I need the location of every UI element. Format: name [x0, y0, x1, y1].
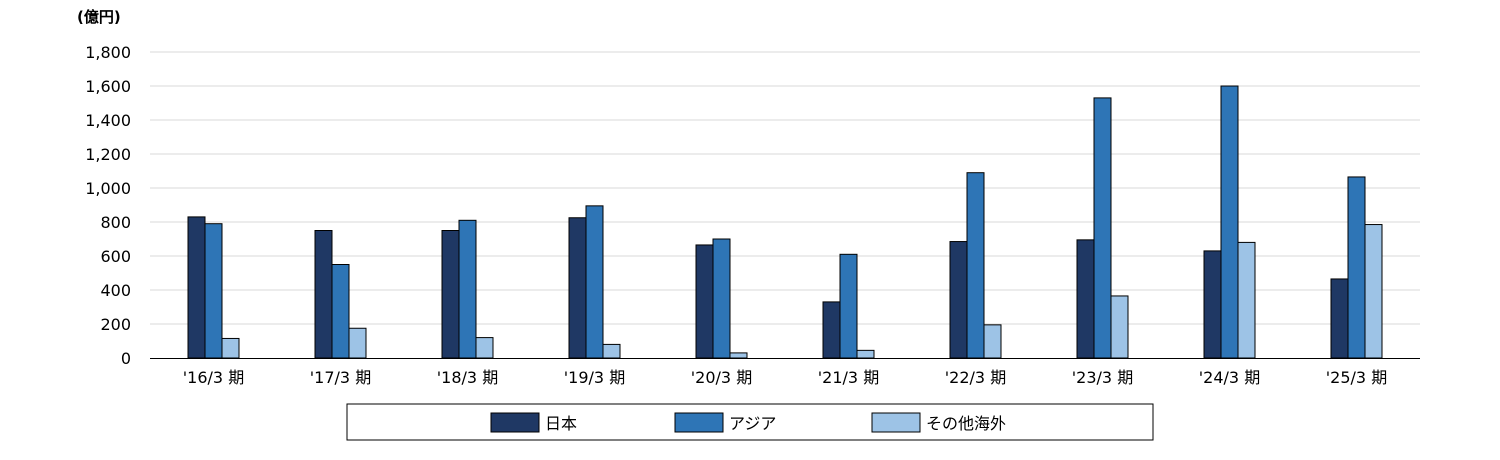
bar-3-7 — [983, 324, 1002, 359]
legend-box — [346, 403, 1154, 441]
bar-1-4 — [568, 217, 587, 359]
y-tick-label: 0 — [121, 349, 131, 368]
x-tick-label: '25/3 期 — [1326, 368, 1387, 387]
bar-1-1 — [187, 216, 206, 359]
legend-label: その他海外 — [926, 414, 1006, 433]
legend-label: 日本 — [545, 414, 577, 433]
x-tick-label: '20/3 期 — [691, 368, 752, 387]
bar-2-1 — [204, 223, 223, 359]
x-tick-label: '17/3 期 — [310, 368, 371, 387]
x-tick-label: '18/3 期 — [437, 368, 498, 387]
bar-3-1 — [221, 337, 240, 359]
bar-2-6 — [839, 253, 858, 359]
x-tick-label: '16/3 期 — [183, 368, 244, 387]
bar-2-3 — [458, 219, 477, 359]
y-axis-ticks: 0 200 400 600 800 1,000 1,200 1,400 1,600 1,800 — [85, 43, 131, 368]
bar-3-9 — [1237, 241, 1256, 359]
x-axis-labels: '16/3 期 '17/3 期 '18/3 期 '19/3 期 '20/3 期 '21/3… — [183, 368, 1387, 387]
y-tick-label: 400 — [100, 281, 131, 300]
y-tick-label: 800 — [100, 213, 131, 232]
legend: 日本 アジア その他海外 — [346, 403, 1154, 441]
unit-label: (億円) — [77, 8, 121, 26]
y-tick-label: 200 — [100, 315, 131, 334]
bar-3-8 — [1110, 295, 1129, 359]
legend-swatch — [871, 412, 921, 433]
bar-3-4 — [602, 343, 621, 359]
y-tick-label: 1,400 — [85, 111, 131, 130]
y-tick-label: 600 — [100, 247, 131, 266]
legend-label: アジア — [729, 414, 776, 433]
bar-1-5 — [695, 244, 714, 359]
legend-swatch — [490, 412, 540, 433]
bar-2-9 — [1220, 85, 1239, 359]
bar-1-3 — [441, 230, 460, 359]
x-tick-label: '22/3 期 — [945, 368, 1006, 387]
x-tick-label: '24/3 期 — [1199, 368, 1260, 387]
legend-swatch — [674, 412, 724, 433]
bar-3-5 — [729, 352, 748, 359]
bar-1-2 — [314, 230, 333, 359]
bar-2-8 — [1093, 97, 1112, 359]
bar-2-10 — [1347, 176, 1366, 359]
gridlines — [150, 51, 1420, 325]
bar-2-5 — [712, 238, 731, 359]
x-tick-label: '23/3 期 — [1072, 368, 1133, 387]
y-tick-label: 1,600 — [85, 77, 131, 96]
bar-2-4 — [585, 205, 604, 359]
bar-3-6 — [856, 349, 875, 359]
bar-2-7 — [966, 172, 985, 359]
x-tick-label: '19/3 期 — [564, 368, 625, 387]
bar-3-2 — [348, 327, 367, 359]
bar-1-10 — [1330, 278, 1349, 359]
y-tick-label: 1,000 — [85, 179, 131, 198]
bars — [187, 85, 1383, 359]
bar-1-8 — [1076, 239, 1095, 359]
bar-1-7 — [949, 241, 968, 359]
bar-2-2 — [331, 264, 350, 359]
bar-3-10 — [1364, 224, 1383, 359]
bar-1-9 — [1203, 250, 1222, 359]
y-tick-label: 1,800 — [85, 43, 131, 62]
y-tick-label: 1,200 — [85, 145, 131, 164]
x-tick-label: '21/3 期 — [818, 368, 879, 387]
bar-3-3 — [475, 337, 494, 359]
bar-1-6 — [822, 301, 841, 359]
